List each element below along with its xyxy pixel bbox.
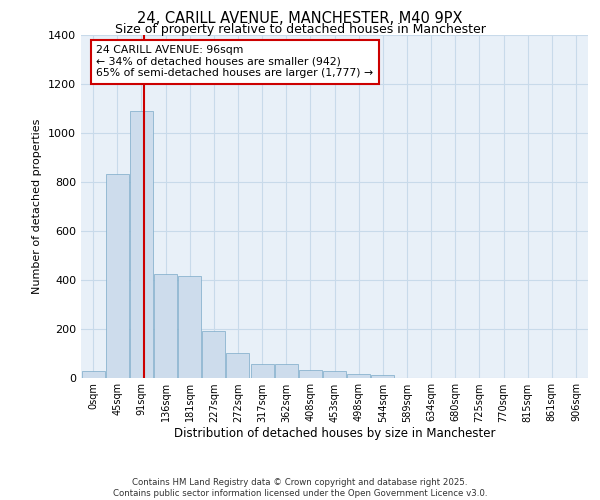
Bar	[202, 331, 225, 378]
Bar	[106, 174, 128, 378]
Bar	[347, 374, 370, 378]
Text: 24, CARILL AVENUE, MANCHESTER, M40 9PX: 24, CARILL AVENUE, MANCHESTER, M40 9PX	[137, 11, 463, 26]
X-axis label: Distribution of detached houses by size in Manchester: Distribution of detached houses by size …	[174, 428, 495, 440]
Text: Contains HM Land Registry data © Crown copyright and database right 2025.
Contai: Contains HM Land Registry data © Crown c…	[113, 478, 487, 498]
Bar	[323, 372, 346, 378]
Bar	[275, 364, 298, 378]
Y-axis label: Number of detached properties: Number of detached properties	[32, 118, 43, 294]
Bar	[251, 364, 274, 378]
Bar	[371, 375, 394, 378]
Text: Size of property relative to detached houses in Manchester: Size of property relative to detached ho…	[115, 22, 485, 36]
Bar	[299, 370, 322, 378]
Bar	[178, 276, 201, 378]
Text: 24 CARILL AVENUE: 96sqm
← 34% of detached houses are smaller (942)
65% of semi-d: 24 CARILL AVENUE: 96sqm ← 34% of detache…	[96, 46, 373, 78]
Bar	[130, 111, 153, 378]
Bar	[154, 274, 177, 378]
Bar	[226, 353, 250, 378]
Bar	[82, 372, 104, 378]
